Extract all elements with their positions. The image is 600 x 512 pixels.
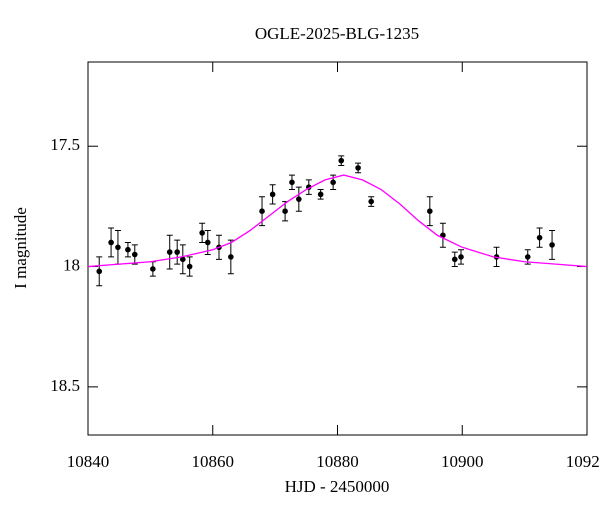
data-point: [289, 179, 295, 186]
data-point: [259, 208, 265, 214]
y-tick-label: 18: [63, 255, 80, 274]
x-tick-label: 10920: [566, 452, 600, 471]
data-point: [150, 266, 156, 272]
data-point: [368, 198, 374, 205]
data-point: [204, 239, 211, 246]
data-point: [228, 254, 234, 260]
data-point: [186, 263, 193, 270]
y-axis-label: I magnitude: [11, 207, 30, 289]
data-point: [199, 230, 205, 236]
y-tick-label: 18.5: [50, 376, 80, 395]
data-point: [166, 249, 173, 255]
x-tick-label: 10880: [316, 452, 359, 471]
x-tick-label: 10840: [67, 452, 110, 471]
data-point: [355, 165, 361, 171]
y-tick-label: 17.5: [50, 135, 80, 154]
data-point: [180, 256, 186, 263]
data-point: [330, 179, 336, 186]
chart-title: OGLE-2025-BLG-1235: [255, 24, 419, 43]
data-point: [108, 239, 114, 246]
data-point: [338, 157, 345, 164]
data-point: [317, 191, 324, 198]
data-point: [524, 254, 531, 260]
data-point: [458, 254, 464, 260]
x-tick-label: 10860: [192, 452, 235, 471]
data-point: [549, 242, 555, 248]
data-point: [536, 234, 543, 241]
data-point: [125, 246, 131, 253]
model-curve: [87, 174, 588, 268]
data-point: [427, 208, 433, 214]
data-point: [174, 249, 180, 255]
plot-frame: [87, 61, 588, 436]
x-tick-label: 10900: [441, 452, 484, 471]
data-point: [96, 268, 103, 275]
data-point: [131, 251, 138, 258]
x-axis-label: HJD - 2450000: [285, 477, 390, 496]
data-point: [282, 208, 288, 214]
data-point: [269, 191, 276, 198]
data-point: [115, 244, 121, 251]
data-point: [451, 256, 458, 263]
data-point: [296, 196, 302, 202]
